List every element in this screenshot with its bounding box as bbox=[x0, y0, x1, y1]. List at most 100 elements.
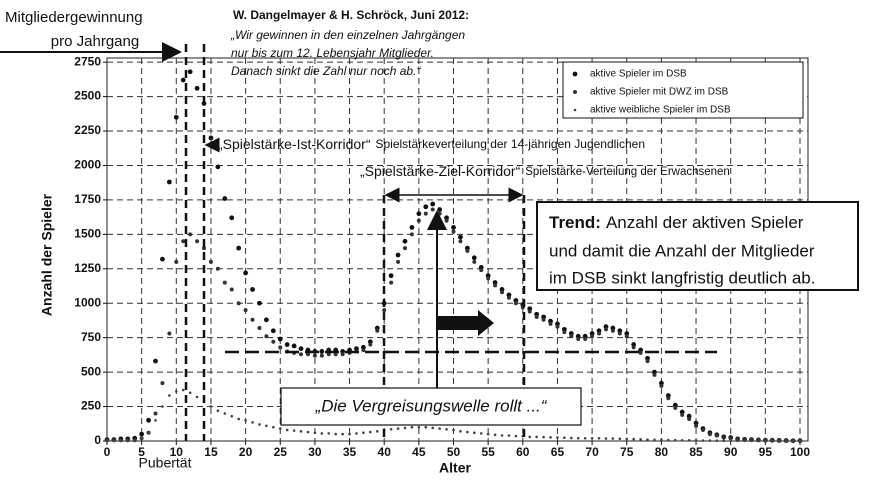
point bbox=[458, 234, 463, 240]
x-tick-label: 50 bbox=[447, 445, 461, 459]
point bbox=[459, 430, 462, 433]
point bbox=[687, 439, 691, 442]
point bbox=[126, 439, 130, 442]
trend-line: und damit die Anzahl der Mitglieder bbox=[549, 241, 815, 260]
point bbox=[542, 435, 545, 439]
point bbox=[660, 438, 663, 442]
x-tick-label: 90 bbox=[724, 445, 738, 459]
ist-corridor-name: „Spielstärke-Ist-Korridor“ bbox=[218, 136, 371, 152]
ist-corridor-text: Spielstärkeverteilung der 14-jährigen Ju… bbox=[375, 137, 645, 151]
header: Mitgliedergewinnung bbox=[5, 9, 143, 26]
point bbox=[714, 433, 719, 438]
x-tick-label: 45 bbox=[412, 445, 426, 459]
point bbox=[625, 437, 629, 441]
point bbox=[569, 334, 574, 339]
point bbox=[340, 352, 345, 357]
point bbox=[195, 395, 199, 399]
point bbox=[437, 211, 442, 216]
trend-line: Anzahl der aktiven Spieler bbox=[606, 213, 804, 232]
point bbox=[277, 336, 283, 342]
point bbox=[576, 436, 580, 440]
point bbox=[493, 283, 498, 288]
point bbox=[466, 430, 469, 434]
x-tick-label: 35 bbox=[343, 445, 357, 459]
point bbox=[549, 436, 552, 439]
point bbox=[236, 301, 241, 306]
point bbox=[486, 276, 491, 281]
point bbox=[603, 327, 608, 332]
point bbox=[272, 425, 275, 429]
point bbox=[257, 326, 262, 331]
point bbox=[389, 427, 393, 431]
x-tick-label: 25 bbox=[274, 445, 288, 459]
point bbox=[306, 430, 310, 434]
point bbox=[223, 412, 227, 415]
point bbox=[188, 391, 192, 395]
point bbox=[576, 337, 581, 342]
point bbox=[534, 315, 539, 320]
point bbox=[251, 421, 254, 424]
point bbox=[285, 428, 289, 432]
point bbox=[313, 431, 317, 435]
point bbox=[736, 439, 739, 443]
point bbox=[673, 405, 678, 410]
point bbox=[361, 348, 366, 353]
x-tick-label: 5 bbox=[138, 445, 145, 459]
point bbox=[437, 207, 443, 212]
puberty-label: Pubertät bbox=[139, 455, 192, 471]
x-tick-label: 65 bbox=[551, 445, 565, 459]
point bbox=[334, 432, 337, 436]
point bbox=[458, 239, 463, 244]
point bbox=[208, 259, 213, 264]
ziel-corridor-name: „Spielstärke-Ziel-Korridor“ bbox=[360, 163, 521, 179]
y-axis-label: Anzahl der Spieler bbox=[39, 193, 55, 316]
point bbox=[236, 245, 242, 251]
point bbox=[618, 437, 622, 441]
point bbox=[319, 349, 325, 354]
point bbox=[624, 334, 629, 339]
point bbox=[244, 419, 247, 422]
x-tick-label: 55 bbox=[481, 445, 495, 459]
point bbox=[555, 324, 560, 329]
point bbox=[396, 427, 400, 430]
x-tick-label: 40 bbox=[378, 445, 392, 459]
point bbox=[237, 417, 240, 421]
point bbox=[479, 268, 484, 273]
point bbox=[611, 437, 615, 440]
point bbox=[445, 427, 448, 431]
point bbox=[638, 350, 643, 355]
point bbox=[409, 225, 415, 230]
ist-corridor: „Spielstärke-Ist-Korridor“ Spielstärkever… bbox=[218, 136, 645, 152]
point bbox=[243, 308, 248, 313]
point bbox=[617, 331, 622, 336]
point bbox=[355, 432, 358, 435]
point bbox=[403, 426, 407, 430]
x-tick-label: 30 bbox=[308, 445, 322, 459]
point bbox=[701, 439, 705, 442]
point bbox=[506, 295, 511, 300]
point bbox=[215, 266, 220, 271]
point bbox=[597, 331, 602, 336]
point bbox=[402, 238, 408, 244]
point bbox=[646, 438, 649, 441]
point bbox=[700, 427, 705, 432]
x-tick-label: 0 bbox=[104, 445, 111, 459]
point bbox=[264, 334, 269, 339]
point bbox=[743, 439, 746, 443]
point bbox=[229, 215, 235, 221]
point bbox=[146, 417, 151, 423]
x-tick-label: 60 bbox=[516, 445, 530, 459]
point bbox=[215, 164, 221, 170]
point bbox=[389, 280, 394, 285]
point bbox=[715, 439, 719, 443]
point bbox=[632, 437, 635, 441]
point bbox=[750, 439, 753, 443]
y-tick-label: 2500 bbox=[74, 89, 101, 103]
point bbox=[535, 435, 538, 439]
point bbox=[298, 346, 304, 352]
point bbox=[166, 179, 172, 185]
point bbox=[680, 439, 684, 442]
point bbox=[757, 439, 760, 443]
point bbox=[680, 412, 685, 417]
point bbox=[416, 211, 422, 217]
